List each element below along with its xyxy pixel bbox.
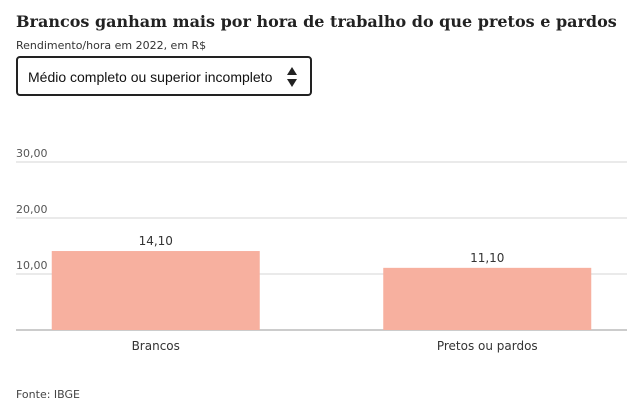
bars — [51, 251, 592, 330]
bar-chart: 10,00 20,00 30,00 14,10 Brancos 11,10 Pretos o… — [16, 147, 627, 353]
y-tick-label: 10,00 — [16, 259, 48, 272]
category-label: Brancos — [132, 339, 180, 353]
select-value: Médio completo ou superior incompleto — [28, 69, 273, 85]
chart-subtitle: Rendimento/hora em 2022, em R$ — [16, 39, 207, 52]
source-note: Fonte: IBGE — [16, 388, 80, 401]
bar — [383, 267, 592, 330]
bar-value-label: 14,10 — [139, 234, 173, 248]
bar-value-label: 11,10 — [470, 251, 504, 265]
category-label: Pretos ou pardos — [437, 339, 538, 353]
y-tick-label: 30,00 — [16, 147, 48, 160]
y-tick-label: 20,00 — [16, 203, 48, 216]
labels: 10,00 20,00 30,00 14,10 Brancos 11,10 Pretos o… — [16, 147, 538, 353]
bar — [51, 251, 260, 330]
chart-title: Brancos ganham mais por hora de trabalho… — [16, 12, 617, 31]
education-level-select[interactable]: Médio completo ou superior incompleto — [16, 56, 312, 96]
up-down-arrows-icon — [287, 67, 297, 87]
